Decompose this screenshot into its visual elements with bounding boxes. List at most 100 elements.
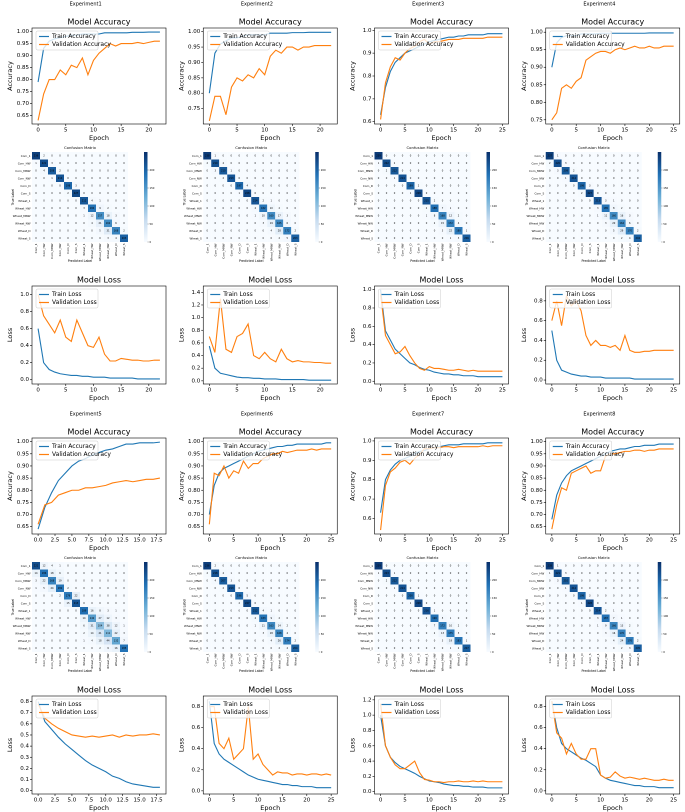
cell-value: 205 <box>635 647 640 650</box>
y-class-label: Wheat_D <box>532 229 545 233</box>
x-axis-label: Predicted Label <box>581 259 606 263</box>
cell-value: 0 <box>426 162 428 165</box>
legend-box <box>207 30 270 51</box>
cell-value: 0 <box>59 602 61 605</box>
cell-value: 0 <box>597 602 599 605</box>
cell-value: 0 <box>206 222 208 225</box>
matrix-cell <box>454 622 463 630</box>
chart-title: Model Accuracy <box>67 428 130 437</box>
cell-value: 0 <box>83 169 85 172</box>
matrix-cell <box>56 644 64 652</box>
cell-value: 5 <box>43 587 45 590</box>
x-tick-label: 20 <box>475 798 482 804</box>
matrix-cell <box>625 182 634 190</box>
cell-value: 0 <box>613 572 615 575</box>
cell-value: 2 <box>621 207 623 210</box>
matrix-cell <box>120 622 128 630</box>
matrix-cell <box>398 212 407 220</box>
y-class-label: Corn_1 <box>363 154 373 158</box>
cell-value: 0 <box>418 237 420 240</box>
matrix-cell <box>219 592 228 600</box>
y-tick-label: 0.0 <box>20 788 29 794</box>
x-class-label: Corn_D <box>66 244 70 254</box>
cell-value: 0 <box>238 229 240 232</box>
matrix-cell <box>243 637 252 645</box>
axes-frame <box>202 285 338 385</box>
matrix-cell <box>120 152 128 160</box>
matrix-cell <box>243 204 252 212</box>
matrix-cell <box>48 212 56 220</box>
cell-value: 2 <box>222 177 224 180</box>
matrix-cell <box>577 174 586 182</box>
matrix-cell <box>88 577 96 585</box>
matrix-cell <box>625 212 634 220</box>
cell-value: 0 <box>270 579 272 582</box>
cell-value: 0 <box>67 572 69 575</box>
colorbar-tick-label: 0 <box>321 650 323 654</box>
cell-value: 0 <box>214 587 216 590</box>
matrix-cell <box>56 212 64 220</box>
cell-value: 227 <box>245 602 250 605</box>
chart-title: Confusion Matrix <box>578 555 611 560</box>
matrix-cell <box>72 174 80 182</box>
x-tick-label: 5 <box>403 538 407 544</box>
cell-value: 2 <box>434 222 436 225</box>
cell-value: 0 <box>637 199 639 202</box>
matrix-cell <box>446 637 455 645</box>
panel-title: Experiment2 <box>241 2 273 8</box>
cell-value: 0 <box>115 579 117 582</box>
matrix-cell <box>40 622 48 630</box>
x-class-label: Wheat_MNW <box>269 243 273 261</box>
matrix-cell <box>625 622 634 630</box>
axes-frame <box>31 437 167 535</box>
x-tick-label: 20 <box>303 798 310 804</box>
x-class-label: Wheat_S <box>465 243 469 255</box>
cell-value: 3 <box>75 184 77 187</box>
matrix-cell <box>577 644 586 652</box>
cell-value: 166 <box>611 624 616 627</box>
cell-value: 214 <box>571 177 576 180</box>
matrix-cell <box>96 569 104 577</box>
x-axis-label: Epoch <box>89 134 109 142</box>
matrix-cell <box>406 637 415 645</box>
matrix-cell <box>96 607 104 615</box>
cell-value: 0 <box>206 602 208 605</box>
cell-value: 0 <box>35 594 37 597</box>
matrix-cell <box>72 637 80 645</box>
matrix-cell <box>625 592 634 600</box>
y-tick-label: 0.7 <box>363 96 372 102</box>
x-tick-label: 5 <box>574 128 578 134</box>
cell-value: 1 <box>214 154 216 157</box>
matrix-cell <box>390 607 399 615</box>
matrix-cell <box>64 562 72 570</box>
matrix-cell <box>438 629 447 637</box>
matrix-cell <box>593 614 602 622</box>
cell-value: 0 <box>123 207 125 210</box>
cell-value: 0 <box>286 579 288 582</box>
cell-value: 0 <box>573 632 575 635</box>
cell-value: 2 <box>394 162 396 165</box>
matrix-cell <box>219 174 228 182</box>
matrix-cell <box>227 637 236 645</box>
matrix-cell <box>462 562 471 570</box>
legend-label: Train Accuracy <box>565 443 610 450</box>
cell-value: 44 <box>106 639 110 642</box>
matrix-cell <box>625 159 634 167</box>
cell-value: 0 <box>581 617 583 620</box>
cell-value: 0 <box>597 177 599 180</box>
matrix-cell <box>430 159 439 167</box>
cell-value: 0 <box>605 177 607 180</box>
cell-value: 0 <box>410 237 412 240</box>
cell-value: 0 <box>115 199 117 202</box>
matrix-cell <box>243 159 252 167</box>
matrix-cell <box>374 234 383 242</box>
matrix-cell <box>446 234 455 242</box>
matrix-cell <box>390 159 399 167</box>
cell-value: 0 <box>458 572 460 575</box>
cell-value: 0 <box>238 154 240 157</box>
x-tick-label: 15 <box>289 388 296 394</box>
matrix-cell <box>32 607 40 615</box>
matrix-cell <box>72 227 80 235</box>
cell-value: 0 <box>99 237 101 240</box>
x-class-label: Corn_D <box>409 654 413 664</box>
